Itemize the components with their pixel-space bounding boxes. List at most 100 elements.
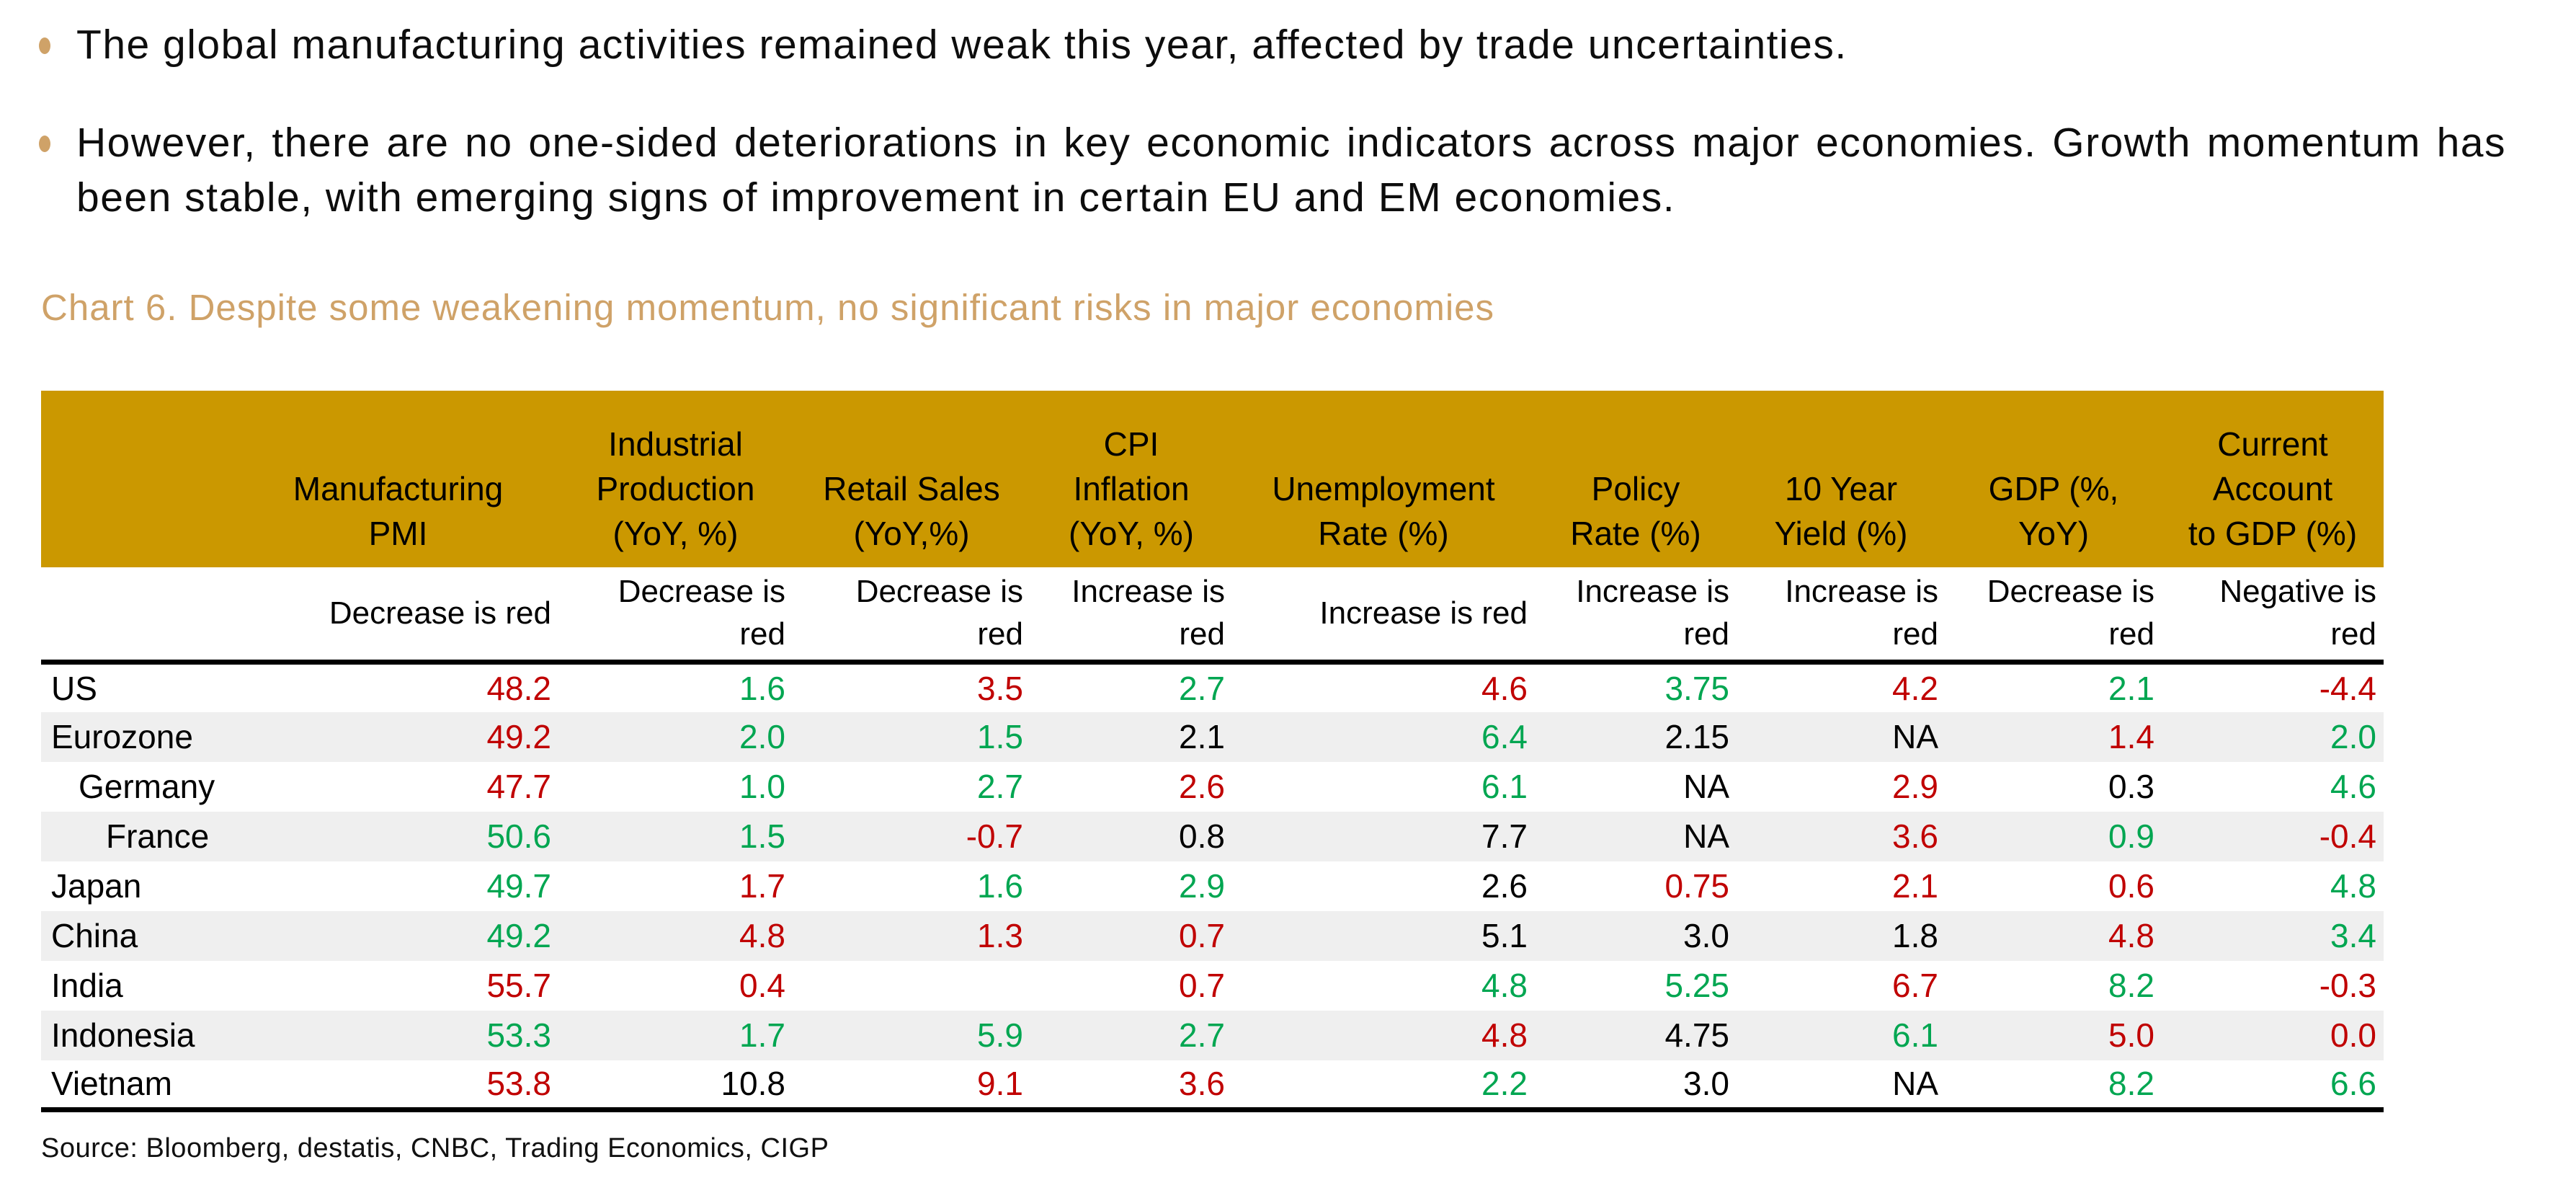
indicator-value: 4.2 (1892, 669, 1938, 707)
table-row: Japan 49.7 1.7 1.6 2.9 2.6 0.75 2.1 0.6 4.8 (41, 861, 2384, 911)
indicator-value: 1.6 (977, 867, 1023, 905)
indicator-value: 4.6 (2330, 768, 2376, 805)
indicator-value: 4.8 (1481, 967, 1528, 1004)
indicator-value: NA (1683, 817, 1729, 855)
bullet-icon (39, 37, 50, 54)
indicator-value: 2.9 (1179, 867, 1225, 905)
indicator-value: 2.2 (1232, 1060, 1535, 1112)
indicator-value: 1.7 (739, 1016, 785, 1054)
column-header: Industrial Production (YoY, %) (558, 391, 793, 567)
indicator-value: 53.3 (486, 1016, 551, 1054)
indicator-value: 5.9 (977, 1016, 1023, 1054)
column-subheader: Decrease is red (558, 567, 793, 665)
indicator-value: 2.6 (1481, 867, 1528, 905)
indicator-value: 49.2 (486, 917, 551, 954)
indicator-value: 0.7 (1179, 917, 1225, 954)
column-subheader: Increase is red (1535, 567, 1737, 665)
bullet-icon (39, 136, 50, 152)
indicator-value (793, 961, 1030, 1011)
indicator-value: 1.0 (739, 768, 785, 805)
column-header: GDP (%, YoY) (1946, 391, 2162, 567)
indicator-value: 4.75 (1664, 1016, 1729, 1054)
indicator-value: 4.8 (739, 917, 785, 954)
indicator-value: 49.2 (486, 718, 551, 755)
indicator-value: 2.1 (1892, 867, 1938, 905)
table-row: Vietnam 53.8 10.8 9.1 3.6 2.2 3.0 NA 8.2 6.6 (41, 1060, 2384, 1112)
column-subheader: Increase is red (1737, 567, 1946, 665)
indicator-value: 0.9 (2108, 817, 2154, 855)
country-label: Eurozone (51, 718, 193, 755)
country-label: US (51, 669, 97, 707)
column-header: CPI Inflation (YoY, %) (1030, 391, 1232, 567)
indicator-value: 3.75 (1664, 669, 1729, 707)
table-body: US 48.2 1.6 3.5 2.7 4.6 3.75 4.2 2.1 -4.4 Eurozone… (41, 662, 2384, 1112)
table-row: Indonesia 53.3 1.7 5.9 2.7 4.8 4.75 6.1 5.0 0.0 (41, 1010, 2384, 1060)
indicator-value: 47.7 (486, 768, 551, 805)
table-row: China 49.2 4.8 1.3 0.7 5.1 3.0 1.8 4.8 3.4 (41, 910, 2384, 961)
indicator-value: 4.8 (2108, 917, 2154, 954)
chart-title: Chart 6. Despite some weakening momentum… (41, 287, 1495, 328)
indicator-value: 3.6 (1030, 1060, 1232, 1112)
country-label: Indonesia (51, 1016, 195, 1054)
indicator-value: -0.4 (2319, 817, 2376, 855)
indicator-value: 48.2 (486, 669, 551, 707)
indicator-value: 3.4 (2330, 917, 2376, 954)
indicator-value: 3.0 (1683, 917, 1729, 954)
column-header: Manufacturing PMI (238, 391, 558, 567)
indicator-value: NA (1892, 718, 1938, 755)
table-row: India 55.7 0.4 0.7 4.8 5.25 6.7 8.2 -0.3 (41, 961, 2384, 1011)
bullet-text: The global manufacturing activities rema… (76, 22, 1848, 68)
table-row: France 50.6 1.5 -0.7 0.8 7.7 NA 3.6 0.9 -0.4 (41, 811, 2384, 861)
country-label: Japan (51, 867, 142, 905)
country-label: Germany (79, 768, 215, 805)
indicator-value: 2.15 (1664, 718, 1729, 755)
indicator-value: 2.0 (2330, 718, 2376, 755)
indicator-value: 5.0 (2108, 1016, 2154, 1054)
indicator-value: 9.1 (793, 1060, 1030, 1112)
indicator-value: 4.6 (1481, 669, 1528, 707)
indicator-value: -0.3 (2319, 967, 2376, 1004)
indicator-value: 2.1 (1179, 718, 1225, 755)
bullet-list: The global manufacturing activities rema… (35, 17, 2506, 268)
indicator-value: 0.3 (2108, 768, 2154, 805)
source-note: Source: Bloomberg, destatis, CNBC, Tradi… (41, 1133, 829, 1163)
indicator-value: 4.8 (1481, 1016, 1528, 1054)
indicator-value: 2.7 (1179, 669, 1225, 707)
column-header: Policy Rate (%) (1535, 391, 1737, 567)
indicator-value: 0.75 (1664, 867, 1729, 905)
bullet-item: However, there are no one-sided deterior… (35, 115, 2506, 225)
indicator-value: 2.9 (1892, 768, 1938, 805)
column-subheader: Negative is red (2162, 567, 2384, 665)
country-label: France (106, 817, 210, 855)
column-subheader: Increase is red (1232, 567, 1535, 665)
economic-indicators-table: Manufacturing PMI Industrial Production (… (41, 391, 2384, 1112)
column-subheader (41, 567, 238, 665)
column-header (41, 391, 238, 567)
indicator-value: 10.8 (558, 1060, 793, 1112)
indicator-value: 8.2 (1946, 1060, 2162, 1112)
indicator-value: 55.7 (486, 967, 551, 1004)
indicator-value: 50.6 (486, 817, 551, 855)
indicator-value: 3.0 (1535, 1060, 1737, 1112)
indicator-value: 53.8 (238, 1060, 558, 1112)
indicator-value: -0.7 (966, 817, 1023, 855)
indicator-value: 0.6 (2108, 867, 2154, 905)
indicator-value: 0.4 (739, 967, 785, 1004)
column-header: Unemployment Rate (%) (1232, 391, 1535, 567)
indicator-value: 1.7 (739, 867, 785, 905)
indicator-value: 1.4 (2108, 718, 2154, 755)
indicator-value: 2.1 (2108, 669, 2154, 707)
economic-indicators-table-wrap: Manufacturing PMI Industrial Production (… (41, 391, 2384, 1112)
table-row: US 48.2 1.6 3.5 2.7 4.6 3.75 4.2 2.1 -4.4 (41, 662, 2384, 712)
indicator-value: 6.1 (1892, 1016, 1938, 1054)
header-row: Manufacturing PMI Industrial Production (… (41, 391, 2384, 567)
indicator-value: 6.4 (1481, 718, 1528, 755)
table-row: Germany 47.7 1.0 2.7 2.6 6.1 NA 2.9 0.3 4.6 (41, 762, 2384, 812)
indicator-value: 2.7 (977, 768, 1023, 805)
indicator-value: 6.6 (2162, 1060, 2384, 1112)
indicator-value: 3.5 (977, 669, 1023, 707)
bullet-item: The global manufacturing activities rema… (35, 17, 2506, 72)
indicator-value: 1.5 (977, 718, 1023, 755)
table-row: Eurozone 49.2 2.0 1.5 2.1 6.4 2.15 NA 1.4 2.0 (41, 711, 2384, 762)
column-subheader: Decrease is red (793, 567, 1030, 665)
